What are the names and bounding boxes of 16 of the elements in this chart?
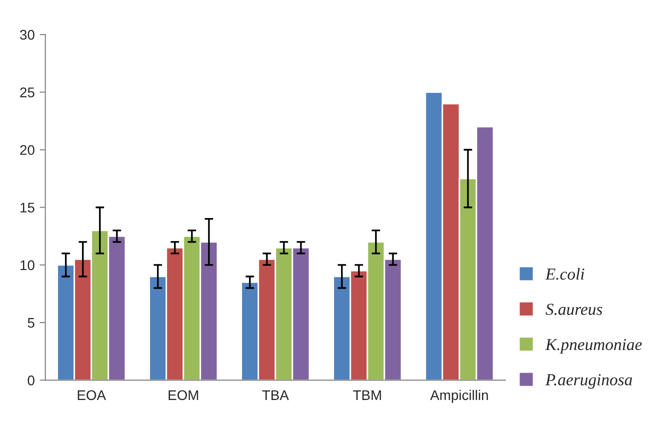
y-tick-label: 25 bbox=[20, 87, 34, 98]
x-tick-label: Ampicillin bbox=[430, 390, 488, 403]
y-tick-label: 10 bbox=[20, 260, 34, 270]
legend-label: K.pneumoniae bbox=[545, 338, 642, 354]
legend-label: E.coli bbox=[545, 268, 584, 280]
x-tick-label: TBA bbox=[262, 390, 289, 400]
y-tick-label: 0 bbox=[28, 375, 34, 386]
y-tick-label: 20 bbox=[20, 145, 34, 155]
x-tick-label: EOM bbox=[168, 390, 198, 400]
y-tick-label: 5 bbox=[28, 318, 34, 328]
x-tick-label: EOA bbox=[78, 390, 106, 400]
legend-label: S.aureus bbox=[546, 304, 602, 316]
y-tick-label: 15 bbox=[20, 202, 34, 213]
x-tick-label: TBM bbox=[353, 390, 381, 400]
y-tick-label: 30 bbox=[20, 30, 34, 40]
legend-label: P.aeruginosa bbox=[545, 374, 632, 389]
